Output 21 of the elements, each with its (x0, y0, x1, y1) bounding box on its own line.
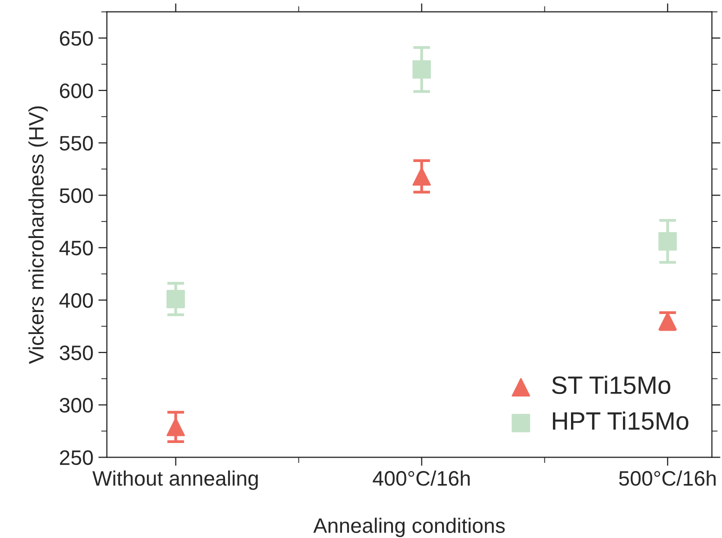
legend-label: HPT Ti15Mo (552, 411, 688, 430)
x-tick-label: 400°C/16h (372, 470, 470, 486)
point (412, 60, 431, 79)
y-tick-label: 250 (60, 450, 93, 466)
x-axis-title: Annealing conditions (313, 518, 505, 538)
y-tick-label: 300 (60, 398, 93, 413)
x-tick-label: 500°C/16h (619, 470, 716, 486)
y-tick-label: 600 (60, 83, 93, 98)
point (658, 232, 677, 251)
y-tick-label: 400 (59, 293, 93, 308)
y-axis-title: Vickers microhardness (HV) (28, 106, 48, 364)
y-tick-label: 350 (60, 345, 93, 360)
x-tick-label: Without annealing (92, 470, 258, 490)
point (166, 418, 185, 436)
point (412, 167, 431, 186)
legend-label: ST Ti15Mo (552, 376, 670, 394)
point (166, 290, 185, 308)
y-tick-label: 650 (60, 31, 93, 46)
y-tick-label: 550 (60, 136, 93, 151)
y-tick-label: 450 (59, 240, 93, 256)
y-tick-label: 500 (60, 188, 93, 204)
